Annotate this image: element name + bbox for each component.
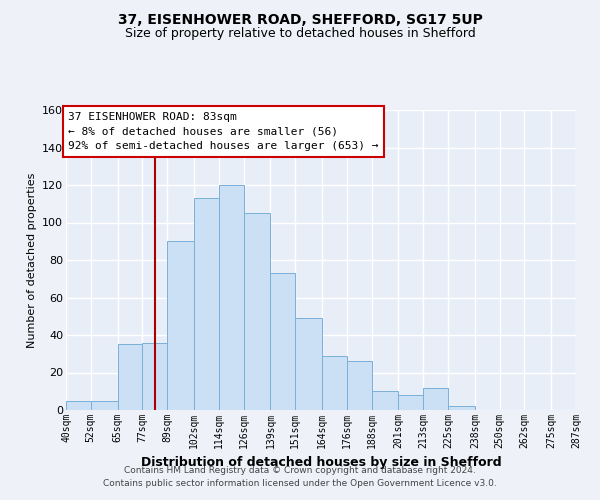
Text: 37, EISENHOWER ROAD, SHEFFORD, SG17 5UP: 37, EISENHOWER ROAD, SHEFFORD, SG17 5UP bbox=[118, 12, 482, 26]
Bar bbox=[448, 406, 475, 410]
Text: Contains HM Land Registry data © Crown copyright and database right 2024.
Contai: Contains HM Land Registry data © Crown c… bbox=[103, 466, 497, 487]
Bar bbox=[244, 213, 271, 410]
Y-axis label: Number of detached properties: Number of detached properties bbox=[26, 172, 37, 348]
Bar bbox=[91, 400, 118, 410]
Bar bbox=[295, 318, 322, 410]
Bar bbox=[371, 391, 398, 410]
Bar bbox=[219, 185, 244, 410]
Bar bbox=[194, 198, 219, 410]
Bar bbox=[423, 388, 448, 410]
Bar bbox=[271, 273, 295, 410]
Bar bbox=[66, 400, 91, 410]
Text: 37 EISENHOWER ROAD: 83sqm
← 8% of detached houses are smaller (56)
92% of semi-d: 37 EISENHOWER ROAD: 83sqm ← 8% of detach… bbox=[68, 112, 379, 152]
Bar bbox=[347, 361, 371, 410]
Bar bbox=[142, 342, 167, 410]
Text: Size of property relative to detached houses in Shefford: Size of property relative to detached ho… bbox=[125, 28, 475, 40]
Bar bbox=[167, 242, 194, 410]
Bar bbox=[118, 344, 142, 410]
X-axis label: Distribution of detached houses by size in Shefford: Distribution of detached houses by size … bbox=[140, 456, 502, 469]
Bar bbox=[322, 356, 347, 410]
Bar bbox=[398, 395, 423, 410]
